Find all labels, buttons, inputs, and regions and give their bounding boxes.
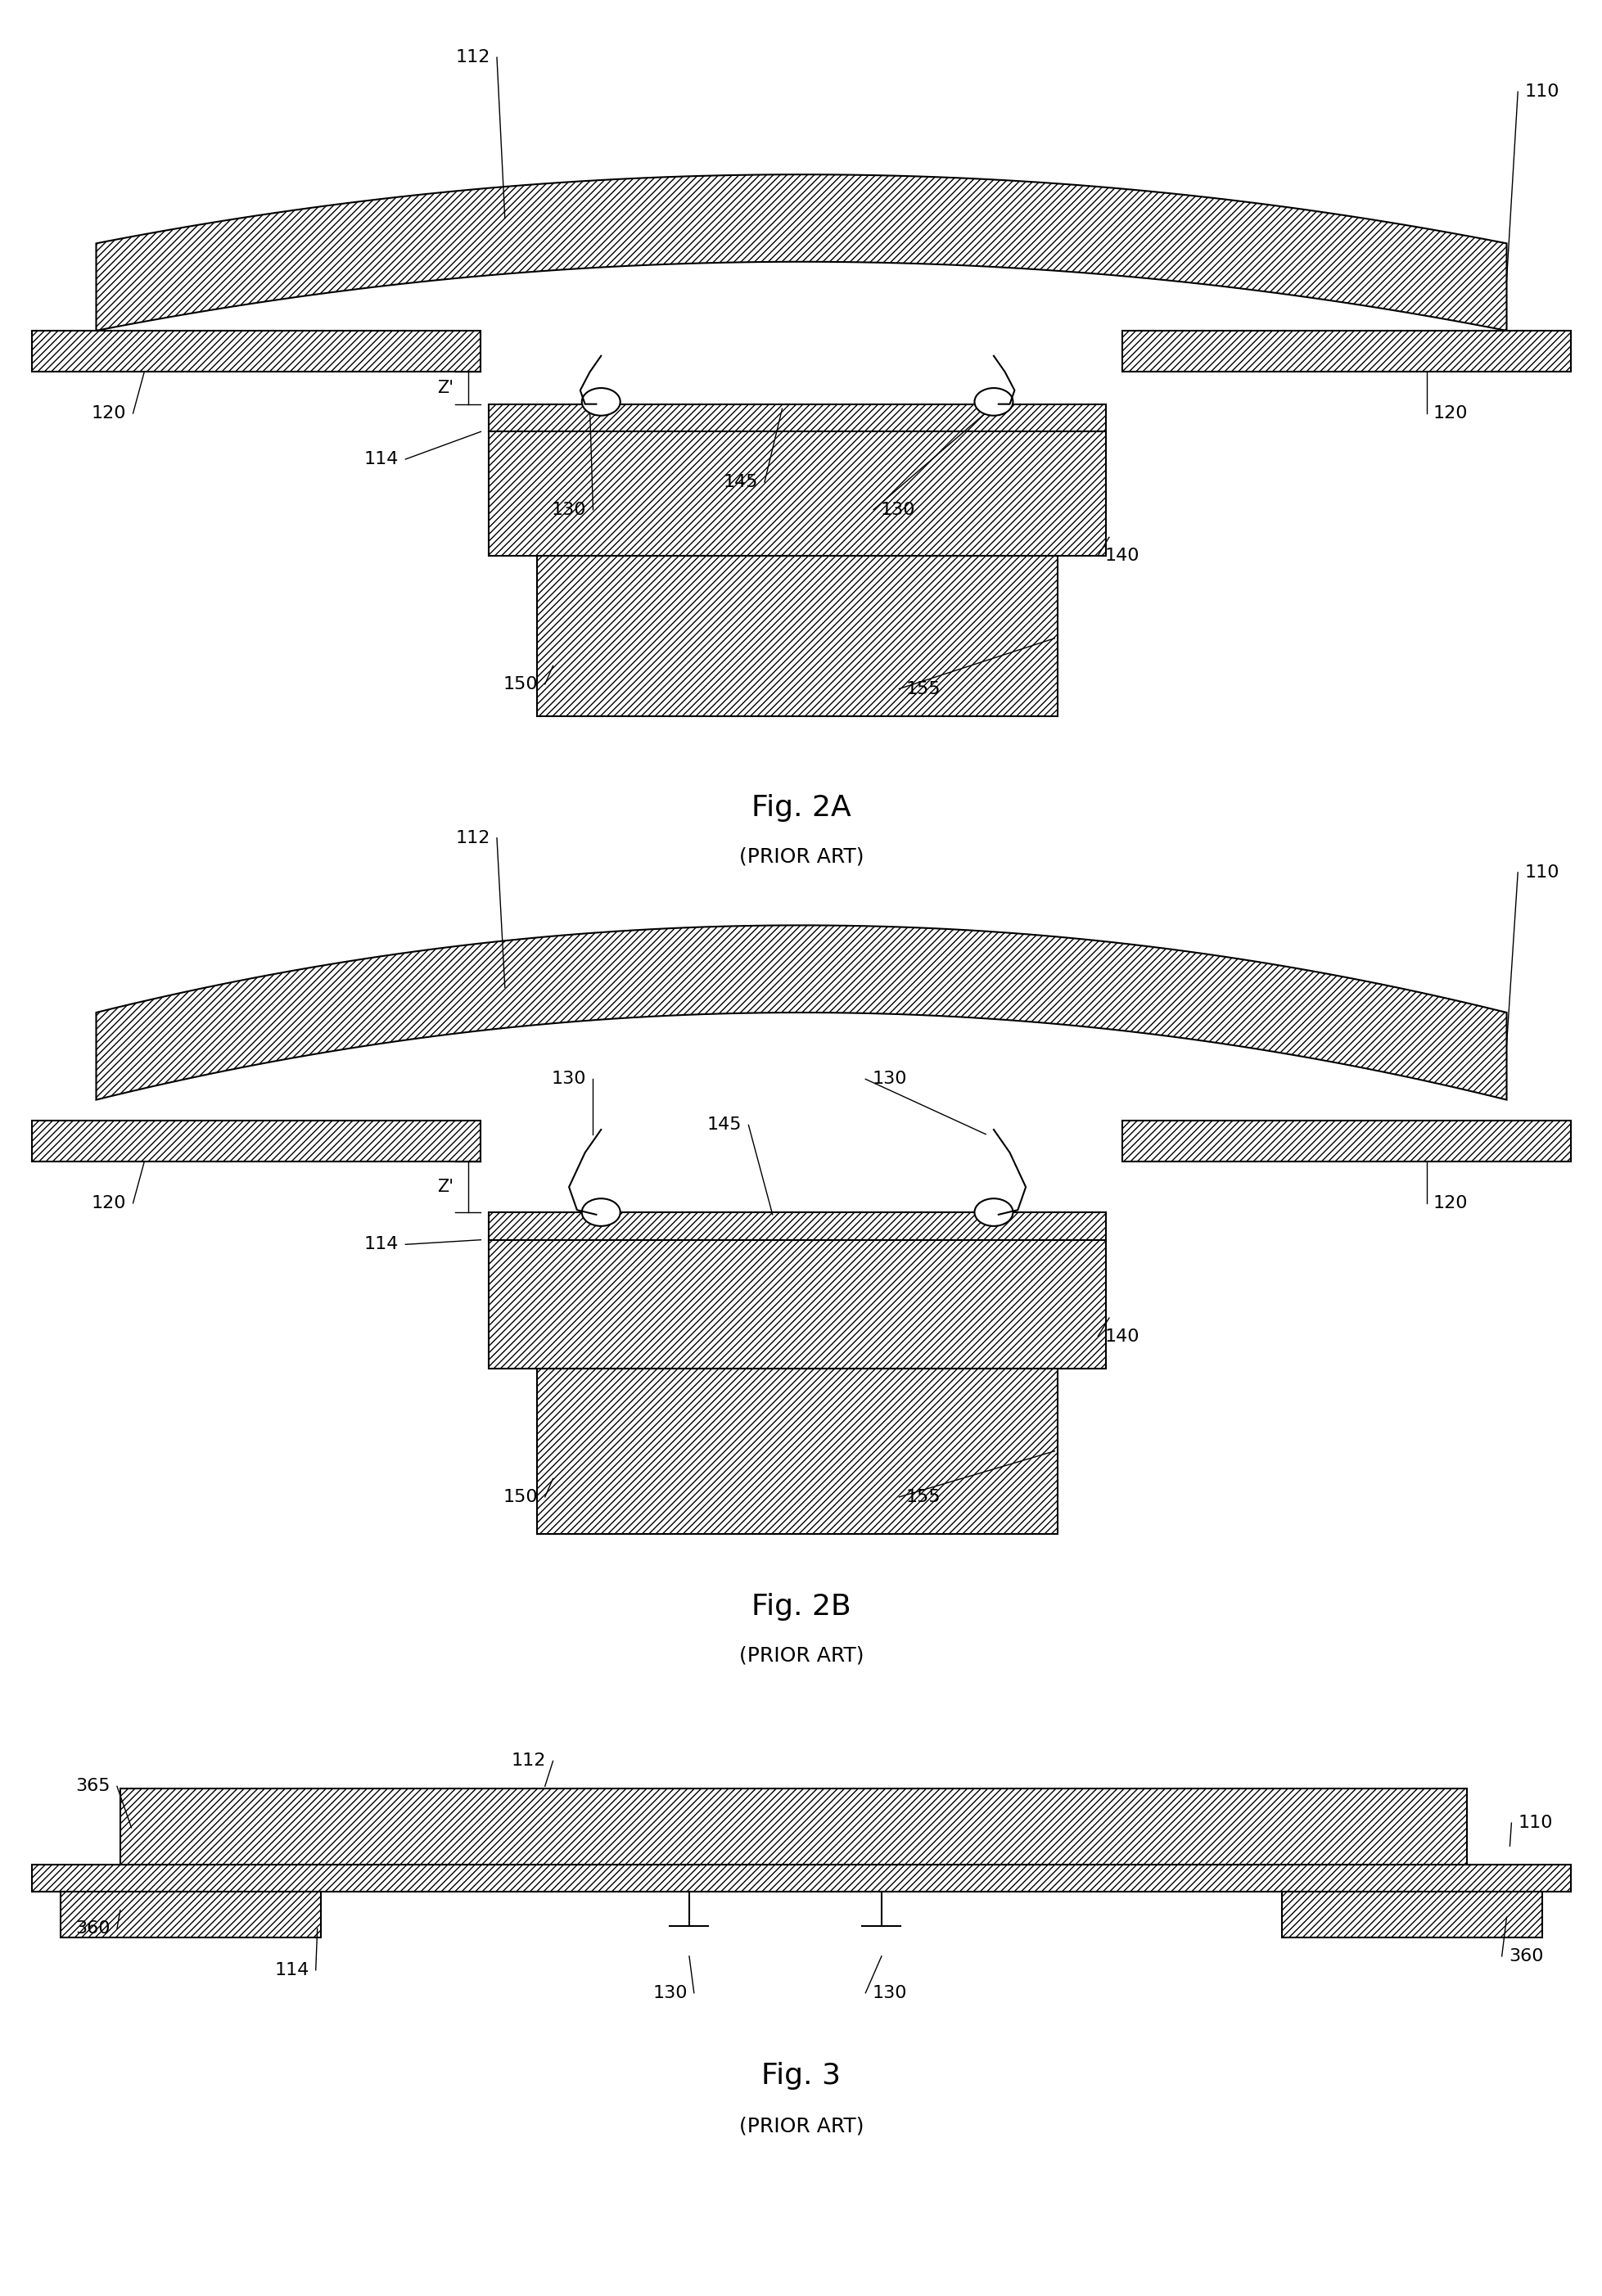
Text: 110: 110: [1524, 83, 1559, 101]
Ellipse shape: [974, 1199, 1012, 1226]
Text: 145: 145: [706, 1116, 742, 1134]
Text: Fig. 3: Fig. 3: [761, 2062, 841, 2089]
Text: 130: 130: [871, 1070, 907, 1088]
Bar: [32, 331, 481, 372]
Text: 360: 360: [75, 1919, 111, 1938]
Text: 130: 130: [871, 1984, 907, 2002]
Text: 155: 155: [905, 680, 940, 698]
Text: 140: 140: [1104, 546, 1139, 565]
Text: 120: 120: [91, 1194, 127, 1212]
Bar: [1121, 1120, 1570, 1162]
Text: 145: 145: [723, 473, 758, 491]
Bar: [489, 1240, 1105, 1368]
Text: 130: 130: [879, 501, 915, 519]
Bar: [1121, 331, 1570, 372]
Bar: [537, 556, 1057, 716]
Text: 110: 110: [1517, 1814, 1552, 1832]
Bar: [1282, 1892, 1541, 1938]
Text: Fig. 2B: Fig. 2B: [751, 1593, 851, 1621]
Bar: [537, 1368, 1057, 1534]
Polygon shape: [96, 925, 1506, 1100]
Text: 112: 112: [511, 1752, 546, 1770]
Polygon shape: [96, 174, 1506, 331]
Text: 365: 365: [75, 1777, 111, 1795]
Text: 110: 110: [1524, 863, 1559, 882]
Text: 114: 114: [364, 450, 399, 468]
Bar: [120, 1789, 1466, 1869]
Text: 150: 150: [503, 1488, 538, 1506]
Text: Fig. 2A: Fig. 2A: [751, 794, 851, 822]
Bar: [61, 1892, 320, 1938]
Bar: [32, 1864, 1570, 1892]
Text: Z': Z': [437, 379, 453, 397]
Text: 130: 130: [652, 1984, 687, 2002]
Ellipse shape: [974, 388, 1012, 416]
Text: 114: 114: [364, 1235, 399, 1254]
Text: 150: 150: [503, 675, 538, 693]
Bar: [489, 1212, 1105, 1240]
Text: 360: 360: [1507, 1947, 1543, 1965]
Text: 120: 120: [1432, 404, 1467, 422]
Text: 130: 130: [551, 501, 586, 519]
Text: 114: 114: [274, 1961, 309, 1979]
Text: (PRIOR ART): (PRIOR ART): [739, 2117, 863, 2135]
Text: 155: 155: [905, 1488, 940, 1506]
Text: 130: 130: [551, 1070, 586, 1088]
Bar: [32, 1120, 481, 1162]
Text: (PRIOR ART): (PRIOR ART): [739, 847, 863, 866]
Text: 112: 112: [455, 829, 490, 847]
Text: 112: 112: [455, 48, 490, 67]
Bar: [489, 404, 1105, 432]
Text: 120: 120: [1432, 1194, 1467, 1212]
Text: (PRIOR ART): (PRIOR ART): [739, 1646, 863, 1665]
Text: 120: 120: [91, 404, 127, 422]
Ellipse shape: [582, 388, 620, 416]
Text: Z': Z': [437, 1178, 453, 1196]
Text: 140: 140: [1104, 1327, 1139, 1345]
Bar: [489, 432, 1105, 556]
Ellipse shape: [582, 1199, 620, 1226]
